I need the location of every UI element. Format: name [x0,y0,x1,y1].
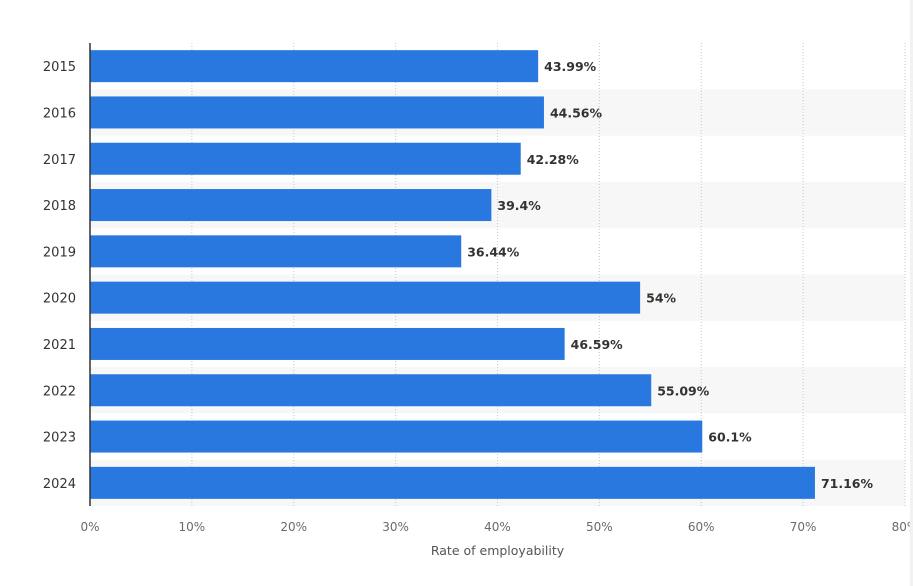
x-axis-title: Rate of employability [431,543,565,558]
bar-2021[interactable] [90,327,565,360]
value-label: 36.44% [467,244,520,259]
category-label: 2023 [43,431,76,446]
x-tick-label: 30% [382,520,409,534]
value-label: 55.09% [657,383,710,398]
value-label: 39.4% [497,198,541,213]
bar-2018[interactable] [90,189,492,222]
value-label: 43.99% [544,59,597,74]
category-label: 2022 [43,384,76,399]
x-tick-label: 80% [892,520,910,534]
bar-2022[interactable] [90,374,652,407]
value-label: 54% [646,291,676,306]
x-tick-label: 70% [790,520,817,534]
bar-2020[interactable] [90,281,641,314]
bar-2016[interactable] [90,96,544,129]
gridlines [191,43,906,506]
bars-group [90,50,815,499]
value-label: 71.16% [821,476,874,491]
bar-2024[interactable] [90,466,815,499]
value-label: 60.1% [708,430,752,445]
category-labels: 2015 2016 2017 2018 2019 2020 2021 2022 2023 2024 [43,60,76,492]
category-label: 2020 [43,292,76,307]
category-label: 2018 [43,199,76,214]
category-label: 2019 [43,245,76,260]
category-label: 2024 [43,477,76,492]
value-label: 44.56% [550,105,603,120]
x-tick-label: 0% [80,520,99,534]
x-tick-label: 50% [586,520,613,534]
bar-2017[interactable] [90,142,521,175]
x-tick-label: 60% [688,520,715,534]
category-label: 2017 [43,153,76,168]
category-label: 2021 [43,338,76,353]
category-label: 2015 [43,60,76,75]
x-tick-label: 10% [179,520,206,534]
x-tick-labels: 0% 10% 20% 30% 40% 50% 60% 70% 80% [80,520,910,534]
x-tick-label: 40% [484,520,511,534]
bar-2019[interactable] [90,235,462,268]
x-tick-label: 20% [280,520,307,534]
value-label: 42.28% [527,152,580,167]
bar-2023[interactable] [90,420,703,453]
category-label: 2016 [43,106,76,121]
value-label: 46.59% [571,337,624,352]
bar-2015[interactable] [90,50,539,83]
value-labels: 43.99% 44.56% 42.28% 39.4% 36.44% 54% 46.59% 55… [467,59,873,491]
